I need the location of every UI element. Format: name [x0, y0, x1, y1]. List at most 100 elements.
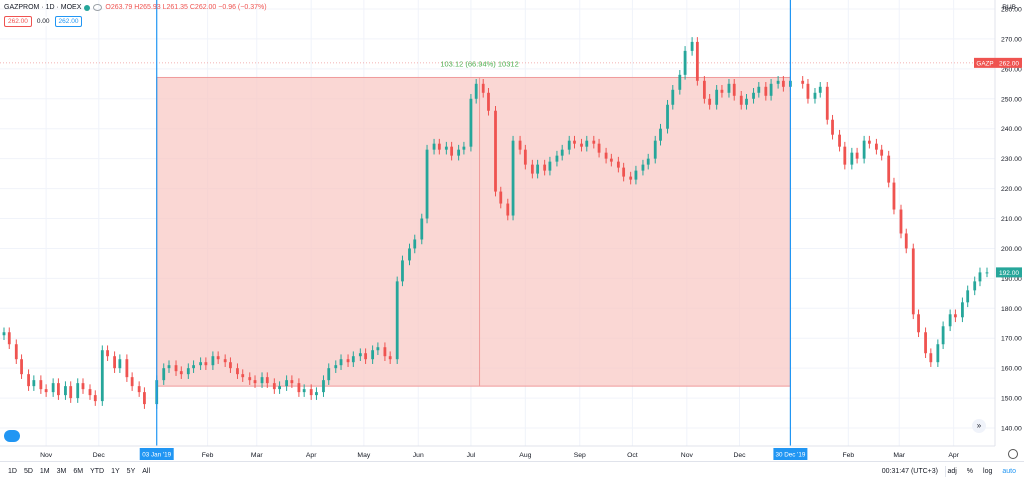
- settings-gear-icon[interactable]: [1008, 449, 1018, 459]
- date-marker-tag-bg: [139, 448, 174, 460]
- candle-body: [825, 86, 829, 120]
- candle-body: [211, 356, 215, 366]
- candle-body: [278, 386, 281, 390]
- toolbar-divider: [945, 466, 946, 477]
- scroll-to-realtime-icon[interactable]: »: [972, 419, 986, 433]
- candle-body: [229, 362, 232, 369]
- candle-body: [511, 140, 515, 216]
- candle-body: [597, 143, 601, 153]
- candle-body: [678, 74, 682, 90]
- candle-body: [248, 377, 252, 381]
- candle-body: [364, 353, 368, 360]
- candle-body: [444, 146, 448, 150]
- time-tick-label: Apr: [948, 452, 959, 459]
- symbol-tag: GAZP: [976, 60, 993, 67]
- candle-body: [481, 83, 485, 93]
- time-tick-label: Feb: [842, 452, 854, 459]
- candle-body: [843, 146, 847, 165]
- price-tick-label: 260.00: [1001, 66, 1022, 73]
- candle-body: [850, 152, 854, 165]
- candle-body: [241, 374, 245, 378]
- log-toggle[interactable]: log: [983, 468, 993, 475]
- clock-readout[interactable]: 00:31:47 (UTC+3): [881, 468, 938, 475]
- candle-body: [39, 380, 43, 390]
- candle-body: [76, 383, 80, 399]
- chart-legend: GAZPROM · 1D · MOEX O263.79 H265.93 L261…: [4, 4, 267, 11]
- auto-toggle[interactable]: auto: [1002, 468, 1016, 475]
- range-button-5y[interactable]: 5Y: [126, 468, 136, 475]
- range-button-6m[interactable]: 6M: [73, 468, 84, 475]
- bid-badge[interactable]: 262.00: [4, 16, 32, 27]
- candle-body: [641, 164, 645, 171]
- candle-body: [272, 383, 276, 390]
- current-price-tag: 262.00: [999, 60, 1019, 67]
- price-tick-label: 150.00: [1001, 396, 1022, 403]
- price-tick-label: 200.00: [1001, 246, 1022, 253]
- candle-body: [469, 98, 473, 147]
- candle-body: [954, 314, 957, 318]
- candle-body: [236, 368, 239, 375]
- time-tick-label: Jun: [413, 452, 424, 459]
- quote-badges: 262.00 0.00 262.00: [4, 16, 83, 27]
- candle-body: [309, 389, 313, 396]
- adj-toggle[interactable]: adj: [947, 468, 957, 475]
- candle-body: [838, 134, 841, 147]
- measure-range-box: [156, 76, 791, 387]
- candle-body: [130, 377, 134, 387]
- time-tick-label: Apr: [306, 452, 317, 459]
- candle-body: [917, 314, 920, 333]
- measure-label: 103.12 (66.94%) 10312: [440, 59, 518, 68]
- candle-body: [69, 386, 73, 399]
- candle-body: [732, 83, 736, 96]
- range-button-1d[interactable]: 1D: [8, 468, 17, 475]
- candle-body: [450, 146, 454, 156]
- time-tick-label: Jul: [467, 452, 476, 459]
- price-tick-label: 190.00: [1001, 276, 1022, 283]
- candle-body: [51, 383, 55, 393]
- range-button-ytd[interactable]: YTD: [90, 468, 105, 475]
- candle-body: [20, 359, 23, 375]
- cloud-icon[interactable]: [4, 430, 20, 442]
- candle-body: [616, 161, 620, 168]
- candle-body: [973, 281, 977, 291]
- candle-body: [487, 92, 490, 111]
- range-button-5d[interactable]: 5D: [23, 468, 33, 475]
- candle-body: [64, 386, 67, 396]
- candle-body: [831, 119, 834, 135]
- range-button-3m[interactable]: 3M: [56, 468, 67, 475]
- candle-body: [585, 140, 589, 147]
- candle-body: [420, 218, 424, 240]
- price-tick-label: 250.00: [1001, 96, 1022, 103]
- ask-badge[interactable]: 262.00: [54, 16, 83, 27]
- time-tick-label: May: [357, 452, 370, 459]
- candle-body: [315, 392, 318, 396]
- candle-body: [666, 104, 669, 129]
- time-tick-label: Dec: [733, 452, 746, 459]
- candle-body: [174, 365, 178, 372]
- candle-body: [297, 383, 301, 393]
- market-open-icon: [84, 4, 91, 11]
- candle-body: [708, 98, 712, 105]
- date-marker-tag: 30 Dec '19: [775, 452, 805, 459]
- candle-body: [745, 98, 748, 105]
- candle-body: [118, 359, 122, 369]
- candle-body: [543, 164, 547, 171]
- candle-body: [432, 143, 436, 150]
- time-tick-label: Sep: [574, 452, 586, 459]
- price-tick-label: 160.00: [1001, 366, 1022, 373]
- range-button-1y[interactable]: 1Y: [111, 468, 120, 475]
- candle-body: [855, 152, 859, 159]
- eye-icon[interactable]: [93, 4, 103, 11]
- range-button-all[interactable]: All: [142, 468, 151, 475]
- time-tick-label: Dec: [93, 452, 106, 459]
- candle-body: [223, 359, 227, 363]
- candle-body: [727, 83, 731, 93]
- price-tick-label: 230.00: [1001, 156, 1022, 163]
- candle-body: [604, 152, 608, 159]
- percent-toggle[interactable]: %: [966, 468, 974, 475]
- candle-body: [936, 344, 940, 363]
- range-button-1m[interactable]: 1M: [39, 468, 50, 475]
- candle-body: [106, 350, 109, 357]
